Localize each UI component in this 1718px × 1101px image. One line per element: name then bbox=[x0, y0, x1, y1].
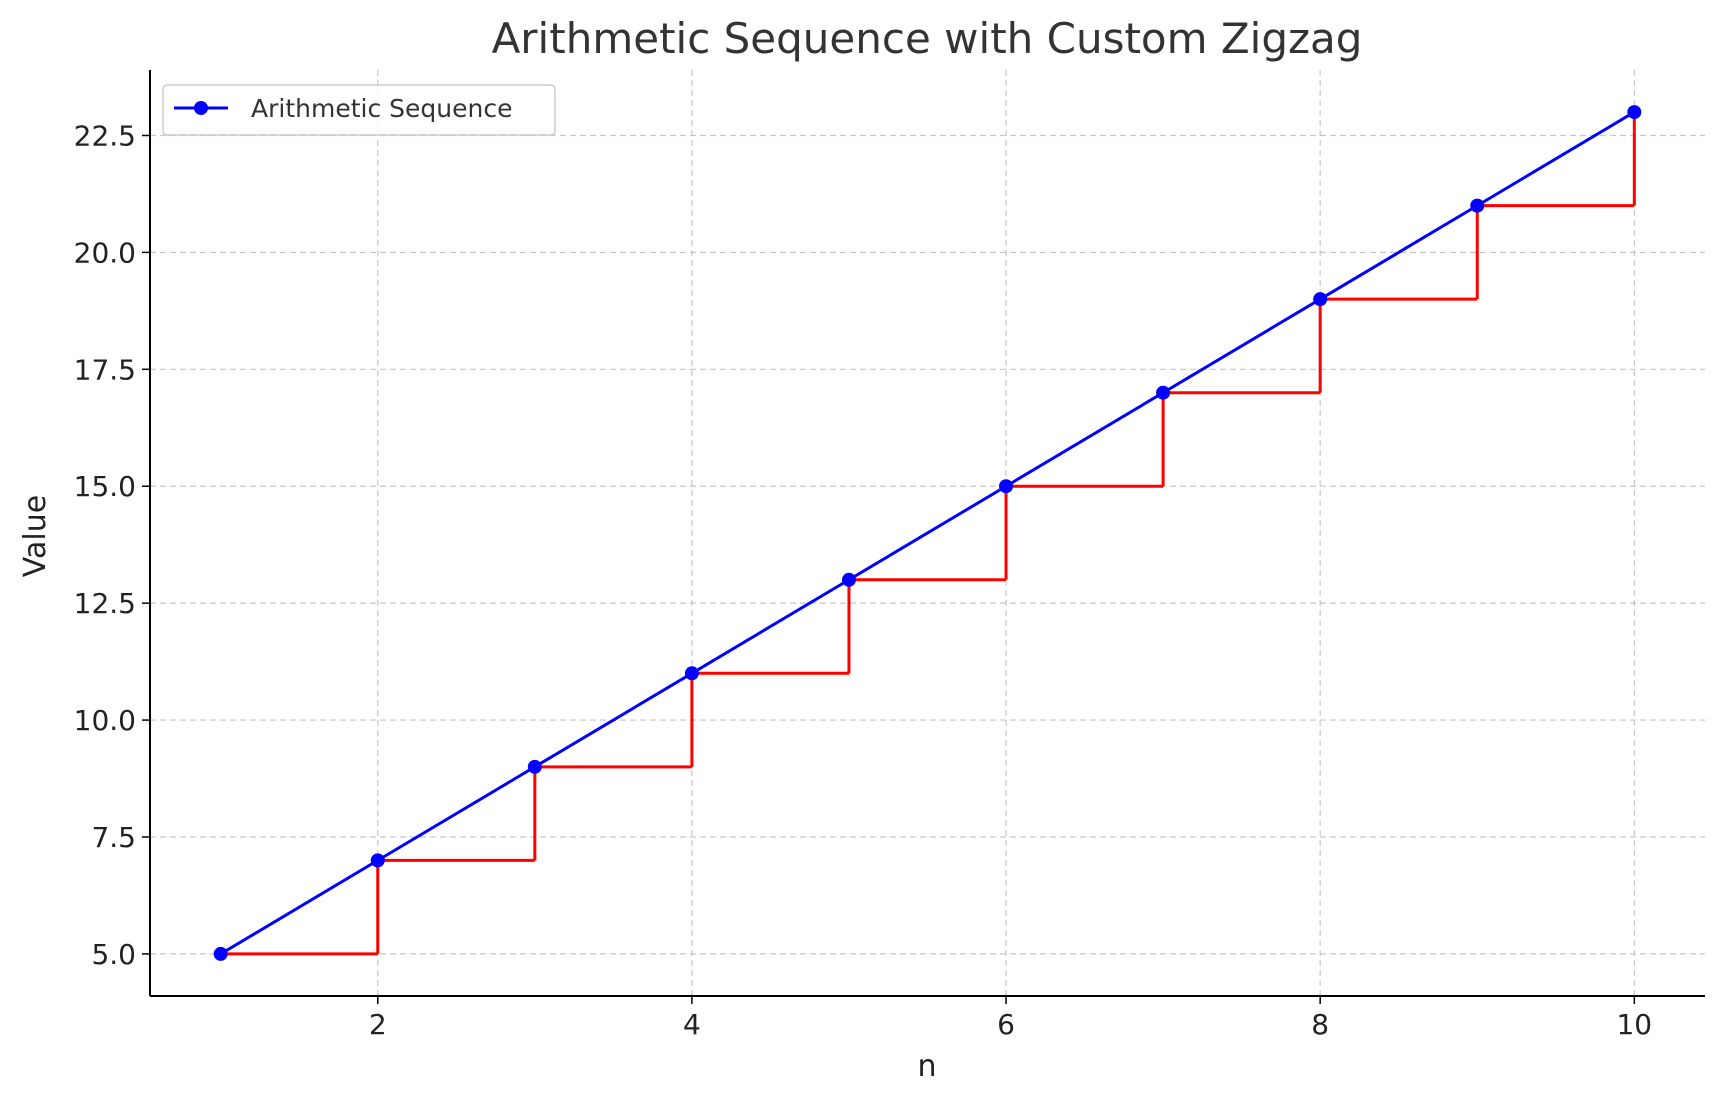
y-tick-label: 20.0 bbox=[74, 236, 136, 269]
data-point bbox=[527, 759, 542, 774]
data-point bbox=[1313, 292, 1328, 307]
legend: Arithmetic Sequence bbox=[162, 84, 556, 136]
y-tick-label: 17.5 bbox=[74, 353, 136, 386]
data-point bbox=[1627, 105, 1642, 120]
y-tick-label: 7.5 bbox=[91, 821, 136, 854]
y-tick-label: 5.0 bbox=[91, 938, 136, 971]
y-tick-label: 10.0 bbox=[74, 704, 136, 737]
data-point bbox=[684, 666, 699, 681]
y-axis-label: Value bbox=[18, 495, 53, 577]
zigzag-layer bbox=[220, 112, 1636, 956]
x-tick-label: 8 bbox=[1311, 1008, 1329, 1041]
data-point bbox=[1470, 198, 1485, 213]
y-axis-ticks: 5.0 7.5 10.0 12.5 15.0 17.5 20.0 22.5 bbox=[74, 119, 150, 971]
series-layer bbox=[213, 105, 1642, 961]
y-tick-label: 15.0 bbox=[74, 470, 136, 503]
data-point bbox=[213, 946, 228, 961]
x-tick-label: 4 bbox=[683, 1008, 701, 1041]
x-tick-label: 6 bbox=[997, 1008, 1015, 1041]
series-line bbox=[219, 110, 1636, 956]
x-tick-label: 10 bbox=[1616, 1008, 1652, 1041]
y-tick-label: 12.5 bbox=[74, 587, 136, 620]
legend-marker bbox=[194, 101, 208, 115]
data-point bbox=[841, 572, 856, 587]
x-tick-label: 2 bbox=[369, 1008, 387, 1041]
legend-box bbox=[162, 84, 556, 136]
data-point bbox=[999, 479, 1014, 494]
x-axis-ticks: 2 4 6 8 10 bbox=[369, 996, 1652, 1041]
chart-title: Arithmetic Sequence with Custom Zigzag bbox=[492, 14, 1363, 63]
data-point bbox=[1156, 385, 1171, 400]
data-point bbox=[370, 853, 385, 868]
x-axis-label: n bbox=[917, 1049, 936, 1084]
y-tick-label: 22.5 bbox=[74, 119, 136, 152]
grid-lines bbox=[150, 70, 1705, 996]
legend-label: Arithmetic Sequence bbox=[251, 94, 512, 123]
axes bbox=[149, 70, 1705, 997]
